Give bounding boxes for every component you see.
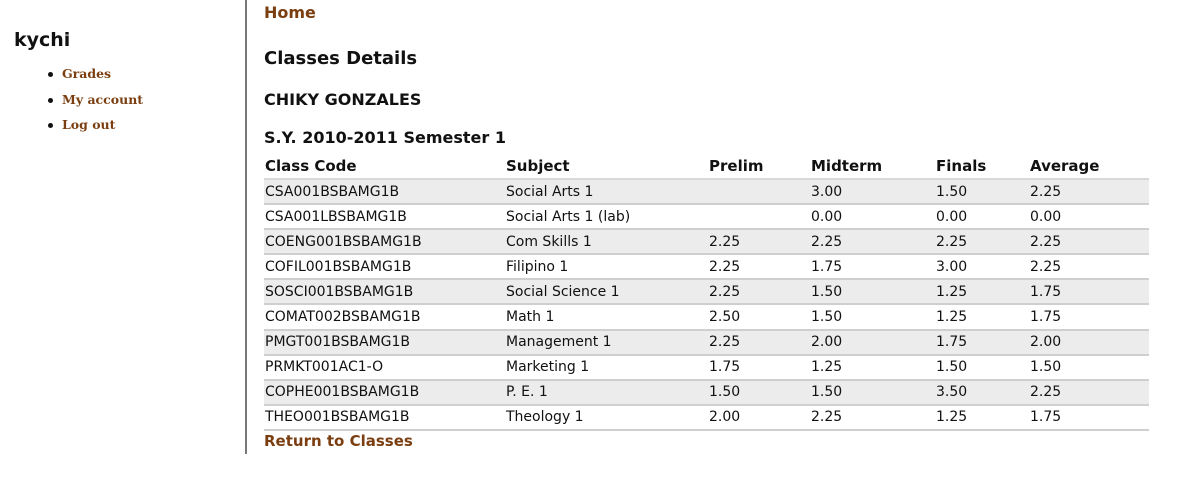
subject-cell: Theology 1 bbox=[505, 404, 708, 431]
average-cell: 2.25 bbox=[1029, 254, 1149, 281]
finals-cell: 1.75 bbox=[935, 329, 1029, 356]
midterm-cell: 3.00 bbox=[810, 179, 935, 206]
average-cell: 2.25 bbox=[1029, 229, 1149, 256]
table-header-row: Class Code Subject Prelim Midterm Finals… bbox=[264, 154, 1149, 180]
average-cell: 2.25 bbox=[1029, 179, 1149, 206]
class-code-cell: PMGT001BSBAMG1B bbox=[264, 329, 505, 356]
finals-cell: 1.50 bbox=[935, 354, 1029, 381]
table-row: COMAT002BSBAMG1B Math 1 2.50 1.50 1.25 1.75 bbox=[264, 304, 1149, 331]
sidebar: kychi Grades My account Log out bbox=[0, 0, 246, 482]
finals-cell: 3.50 bbox=[935, 379, 1029, 406]
prelim-cell: 2.25 bbox=[708, 329, 810, 356]
prelim-cell: 2.50 bbox=[708, 304, 810, 331]
class-code-cell: PRMKT001AC1-O bbox=[264, 354, 505, 381]
column-header-midterm: Midterm bbox=[810, 154, 935, 180]
subject-cell: Social Arts 1 bbox=[505, 179, 708, 206]
average-cell: 1.75 bbox=[1029, 404, 1149, 431]
column-header-subject: Subject bbox=[505, 154, 708, 180]
home-link[interactable]: Home bbox=[264, 3, 316, 22]
finals-cell: 1.25 bbox=[935, 404, 1029, 431]
class-code-cell: COENG001BSBAMG1B bbox=[264, 229, 505, 256]
table-row: COENG001BSBAMG1B Com Skills 1 2.25 2.25 2.25… bbox=[264, 229, 1149, 256]
grades-link[interactable]: Grades bbox=[62, 66, 112, 81]
finals-cell: 3.00 bbox=[935, 254, 1029, 281]
subject-cell: P. E. 1 bbox=[505, 379, 708, 406]
class-code-cell: COFIL001BSBAMG1B bbox=[264, 254, 505, 281]
midterm-cell: 1.50 bbox=[810, 379, 935, 406]
class-code-cell: COPHE001BSBAMG1B bbox=[264, 379, 505, 406]
subject-cell: Marketing 1 bbox=[505, 354, 708, 381]
return-to-classes-link[interactable]: Return to Classes bbox=[264, 432, 413, 450]
class-code-cell: CSA001LBSBAMG1B bbox=[264, 204, 505, 231]
finals-cell: 2.25 bbox=[935, 229, 1029, 256]
subject-cell: Social Arts 1 (lab) bbox=[505, 204, 708, 231]
username: kychi bbox=[14, 29, 71, 51]
grades-table-body: CSA001BSBAMG1B Social Arts 1 3.00 1.50 2.25 C… bbox=[264, 179, 1149, 431]
midterm-cell: 2.25 bbox=[810, 404, 935, 431]
sidebar-divider bbox=[245, 0, 247, 454]
midterm-cell: 1.50 bbox=[810, 304, 935, 331]
grades-table: Class Code Subject Prelim Midterm Finals… bbox=[264, 154, 1149, 431]
midterm-cell: 1.75 bbox=[810, 254, 935, 281]
finals-cell: 1.25 bbox=[935, 279, 1029, 306]
my-account-link[interactable]: My account bbox=[62, 91, 144, 107]
subject-cell: Filipino 1 bbox=[505, 254, 708, 281]
midterm-cell: 1.25 bbox=[810, 354, 935, 381]
class-code-cell: COMAT002BSBAMG1B bbox=[264, 304, 505, 331]
column-header-finals: Finals bbox=[935, 154, 1029, 180]
average-cell: 1.50 bbox=[1029, 354, 1149, 381]
column-header-class-code: Class Code bbox=[264, 154, 505, 180]
midterm-cell: 0.00 bbox=[810, 204, 935, 231]
prelim-cell bbox=[708, 179, 810, 206]
finals-cell: 0.00 bbox=[935, 204, 1029, 231]
prelim-cell: 2.25 bbox=[708, 279, 810, 306]
class-code-cell: THEO001BSBAMG1B bbox=[264, 404, 505, 431]
prelim-cell bbox=[708, 204, 810, 231]
prelim-cell: 2.25 bbox=[708, 254, 810, 281]
prelim-cell: 2.25 bbox=[708, 229, 810, 256]
prelim-cell: 1.50 bbox=[708, 379, 810, 406]
column-header-prelim: Prelim bbox=[708, 154, 810, 180]
school-year-semester: S.Y. 2010-2011 Semester 1 bbox=[264, 128, 506, 147]
table-row: COFIL001BSBAMG1B Filipino 1 2.25 1.75 3.00 2.… bbox=[264, 254, 1149, 281]
average-cell: 1.75 bbox=[1029, 304, 1149, 331]
finals-cell: 1.25 bbox=[935, 304, 1029, 331]
student-name: CHIKY GONZALES bbox=[264, 90, 422, 109]
table-row: COPHE001BSBAMG1B P. E. 1 1.50 1.50 3.50 2.25 bbox=[264, 379, 1149, 406]
table-row: CSA001LBSBAMG1B Social Arts 1 (lab) 0.00 0.… bbox=[264, 204, 1149, 231]
class-code-cell: SOSCI001BSBAMG1B bbox=[264, 279, 505, 306]
prelim-cell: 1.75 bbox=[708, 354, 810, 381]
log-out-link[interactable]: Log out bbox=[62, 117, 116, 132]
average-cell: 0.00 bbox=[1029, 204, 1149, 231]
prelim-cell: 2.00 bbox=[708, 404, 810, 431]
table-row: THEO001BSBAMG1B Theology 1 2.00 2.25 1.25 1.7… bbox=[264, 404, 1149, 431]
subject-cell: Math 1 bbox=[505, 304, 708, 331]
table-row: PRMKT001AC1-O Marketing 1 1.75 1.25 1.50 1.50 bbox=[264, 354, 1149, 381]
table-row: CSA001BSBAMG1B Social Arts 1 3.00 1.50 2.25 bbox=[264, 179, 1149, 206]
midterm-cell: 1.50 bbox=[810, 279, 935, 306]
subject-cell: Social Science 1 bbox=[505, 279, 708, 306]
subject-cell: Management 1 bbox=[505, 329, 708, 356]
average-cell: 2.25 bbox=[1029, 379, 1149, 406]
subject-cell: Com Skills 1 bbox=[505, 229, 708, 256]
finals-cell: 1.50 bbox=[935, 179, 1029, 206]
table-row: SOSCI001BSBAMG1B Social Science 1 2.25 1.50… bbox=[264, 279, 1149, 306]
midterm-cell: 2.00 bbox=[810, 329, 935, 356]
average-cell: 2.00 bbox=[1029, 329, 1149, 356]
table-row: PMGT001BSBAMG1B Management 1 2.25 2.00 1.75 2… bbox=[264, 329, 1149, 356]
midterm-cell: 2.25 bbox=[810, 229, 935, 256]
column-header-average: Average bbox=[1029, 154, 1149, 180]
page-title: Classes Details bbox=[264, 48, 418, 69]
class-code-cell: CSA001BSBAMG1B bbox=[264, 179, 505, 206]
average-cell: 1.75 bbox=[1029, 279, 1149, 306]
